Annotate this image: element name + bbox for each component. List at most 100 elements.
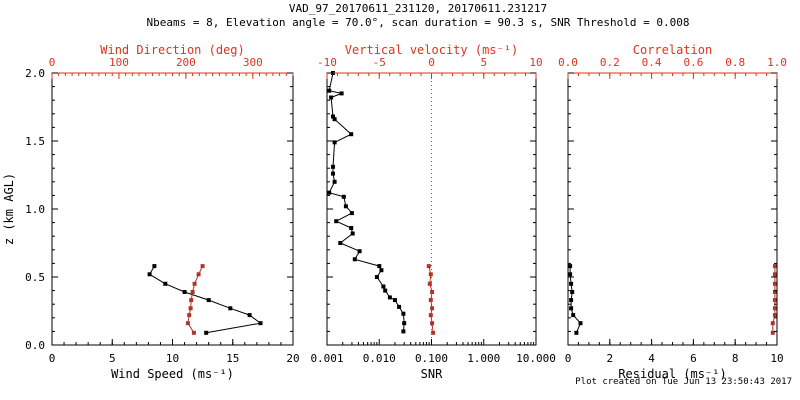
wind-profile-panel: 0.0 0.5 1.0 1.5 2.0 z (km AGL) 0 5 10 15 20 Wind Sp… (2, 43, 300, 381)
y-axis-ticks (568, 72, 777, 346)
y-axis-ticks (327, 72, 536, 346)
top-axis-title: Wind Direction (deg) (100, 43, 245, 57)
x-tick-label: 0.100 (415, 352, 448, 365)
x-tick-label: 15 (226, 352, 239, 365)
residual-marker (570, 290, 575, 294)
vertical_velocity-marker (430, 306, 435, 311)
vertical_velocity-marker (430, 290, 435, 294)
snr-marker (397, 304, 402, 309)
top-axis: 0.0 0.2 0.4 0.6 0.8 1.0 Correlation (558, 43, 787, 79)
wind_speed-marker (182, 290, 187, 294)
snr-marker (334, 219, 339, 224)
snr-marker (331, 171, 335, 176)
wind_speed-marker (147, 272, 152, 277)
wind_speed-line (148, 265, 262, 334)
top-tick-label: 100 (109, 56, 129, 69)
snr-marker (393, 298, 397, 303)
correlation-marker (770, 321, 775, 326)
panel-frame (567, 72, 778, 346)
vertical_velocity-marker (426, 264, 431, 269)
vertical_velocity-marker (431, 330, 436, 335)
snr-marker (331, 114, 335, 119)
snr-marker (402, 321, 407, 326)
y-axis-ticks: 0.0 0.5 1.0 1.5 2.0 (25, 67, 293, 352)
top-tick-label: 0.2 (600, 56, 620, 69)
correlation-marker (772, 298, 777, 303)
x-tick-label: 4 (648, 352, 655, 365)
snr-marker (327, 190, 332, 195)
bottom-axis: 0.001 0.010 0.100 1.000 10.000 SNR (310, 339, 556, 381)
snr-panel: 0.001 0.010 0.100 1.000 10.000 SNR -10 -5 0 5 10 Ve… (310, 43, 555, 381)
snr-marker (401, 329, 406, 334)
bottom-axis-title: SNR (421, 367, 443, 381)
wind_speed-marker (204, 330, 209, 335)
correlation-marker (772, 281, 777, 286)
wind_speed-marker (247, 313, 252, 318)
wind_direction-marker (187, 313, 192, 318)
x-tick-label: 0 (49, 352, 56, 365)
x-tick-label: 8 (732, 352, 739, 365)
x-tick-label: 1.000 (467, 352, 500, 365)
x-tick-label: 2 (606, 352, 613, 365)
snr-line (328, 72, 405, 332)
top-tick-label: 0 (49, 56, 56, 69)
top-tick-label: 0.0 (558, 56, 578, 69)
vertical_velocity-marker (428, 272, 433, 277)
vertical_velocity-marker (427, 281, 432, 286)
y-tick-label: 1.0 (25, 203, 45, 216)
series-wind_direction (185, 264, 205, 335)
snr-marker (332, 140, 337, 145)
top-tick-label: -10 (317, 56, 337, 69)
top-tick-label: 200 (176, 56, 196, 69)
wind_direction-marker (185, 321, 190, 326)
residual-marker (568, 264, 573, 269)
wind_direction-marker (189, 298, 194, 303)
wind_direction-marker (196, 272, 201, 277)
wind_direction-marker (192, 281, 197, 286)
residual-marker (571, 313, 576, 318)
top-axis-title: Vertical velocity (ms⁻¹) (345, 43, 518, 57)
bottom-axis: 0 5 10 15 20 Wind Speed (ms⁻¹) (49, 339, 300, 381)
top-tick-label: 1.0 (767, 56, 787, 69)
series-snr (327, 71, 407, 334)
vertical_velocity-marker (428, 298, 433, 303)
x-tick-label: 10 (770, 352, 783, 365)
snr-marker (401, 311, 406, 316)
residual-marker (568, 272, 573, 277)
top-tick-label: -5 (373, 56, 386, 69)
snr-marker (331, 164, 335, 169)
wind_direction-marker (188, 306, 193, 311)
residual-marker (569, 281, 574, 286)
plot-title: VAD_97_20170611_231120, 20170611.231217 (288, 2, 548, 15)
x-tick-label: 6 (690, 352, 697, 365)
snr-marker (332, 179, 337, 184)
snr-marker (383, 288, 388, 293)
snr-marker (343, 204, 348, 209)
wind_speed-marker (152, 264, 157, 269)
snr-marker (338, 241, 343, 245)
wind_speed-marker (163, 281, 168, 286)
wind_direction-marker (200, 264, 205, 269)
snr-marker (350, 231, 355, 236)
correlation-marker (770, 330, 775, 335)
top-tick-label: 0.4 (642, 56, 662, 69)
y-tick-label: 0.0 (25, 339, 45, 352)
x-tick-label: 10.000 (516, 352, 556, 365)
snr-marker (352, 257, 357, 262)
residual-correlation-panel: 0 2 4 6 8 10 Residual (ms⁻¹) 0.0 0.2 0.4 0.6 0.8 1.0… (558, 43, 787, 381)
bottom-axis-title: Residual (ms⁻¹) (618, 367, 726, 381)
residual-marker (569, 306, 574, 311)
x-tick-label: 0.001 (310, 352, 343, 365)
series-correlation (770, 264, 777, 335)
correlation-marker (772, 306, 777, 311)
series-wind_speed (147, 264, 263, 335)
x-tick-label: 5 (109, 352, 116, 365)
bottom-axis: 0 2 4 6 8 10 Residual (ms⁻¹) (565, 339, 784, 381)
snr-marker (349, 211, 354, 216)
plot-subtitle: Nbeams = 8, Elevation angle = 70.0°, sca… (146, 16, 690, 29)
snr-marker (349, 226, 354, 230)
snr-marker (339, 91, 344, 96)
snr-marker (327, 88, 332, 93)
x-tick-label: 0.010 (363, 352, 396, 365)
